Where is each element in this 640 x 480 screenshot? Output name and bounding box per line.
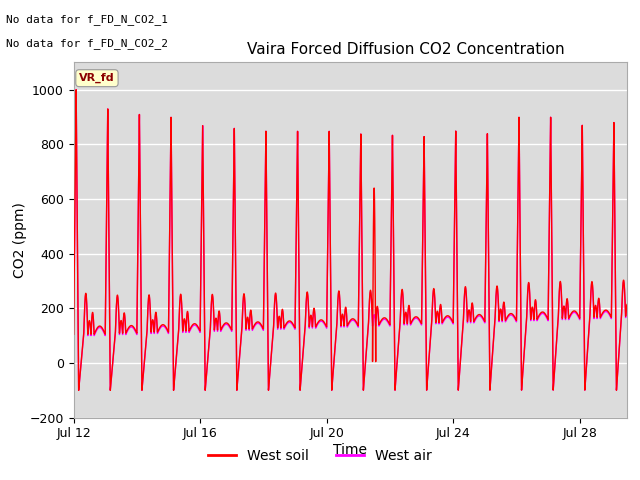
Title: Vaira Forced Diffusion CO2 Concentration: Vaira Forced Diffusion CO2 Concentration xyxy=(247,42,564,57)
Text: No data for f_FD_N_CO2_1: No data for f_FD_N_CO2_1 xyxy=(6,14,168,25)
Legend: West soil, West air: West soil, West air xyxy=(202,443,438,468)
Text: No data for f_FD_N_CO2_2: No data for f_FD_N_CO2_2 xyxy=(6,38,168,49)
Text: VR_fd: VR_fd xyxy=(79,73,115,84)
X-axis label: Time: Time xyxy=(333,443,367,457)
Y-axis label: CO2 (ppm): CO2 (ppm) xyxy=(13,202,27,278)
